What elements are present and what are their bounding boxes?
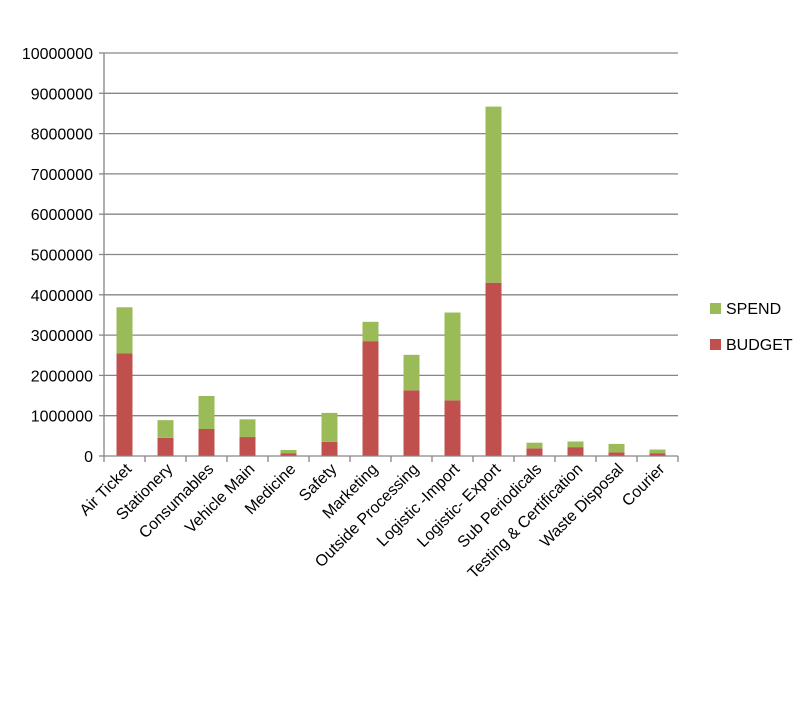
- axes: [99, 52, 679, 462]
- bar-budget: [608, 452, 625, 456]
- y-tick-label: 1000000: [31, 409, 93, 426]
- y-tick-label: 0: [84, 449, 93, 466]
- bar-spend: [280, 449, 297, 454]
- y-tick-label: 9000000: [31, 86, 93, 103]
- bar-budget: [321, 441, 338, 456]
- bar-spend: [444, 312, 461, 401]
- bar-spend: [239, 419, 256, 438]
- bar-budget: [239, 437, 256, 456]
- bar-spend: [567, 441, 584, 448]
- legend-label-spend: SPEND: [726, 301, 781, 318]
- x-tick-label: Courier: [619, 460, 669, 510]
- bar-budget: [362, 341, 379, 456]
- bar-budget: [567, 447, 584, 456]
- y-tick-labels: 0 1000000 2000000 3000000 4000000 5000000 6000…: [22, 46, 93, 466]
- bar-spend: [608, 443, 625, 453]
- bar-spend: [157, 420, 174, 438]
- bar-budget: [116, 353, 133, 456]
- legend: SPEND BUDGET: [710, 301, 793, 354]
- bar-spend: [526, 442, 543, 449]
- y-tick-label: 6000000: [31, 207, 93, 224]
- legend-label-budget: BUDGET: [726, 337, 793, 354]
- bar-budget: [649, 453, 666, 456]
- bar-spend: [403, 354, 420, 391]
- y-tick-label: 10000000: [22, 46, 93, 63]
- bar-budget: [198, 428, 215, 456]
- y-tick-label: 2000000: [31, 368, 93, 385]
- bar-spend: [649, 449, 666, 454]
- bar-spend: [321, 412, 338, 442]
- bar-budget: [157, 437, 174, 456]
- y-tick-label: 8000000: [31, 127, 93, 144]
- bar-budget: [403, 390, 420, 456]
- bar-budget: [485, 282, 502, 456]
- gridlines: [104, 52, 678, 417]
- bar-spend: [198, 395, 215, 429]
- y-tick-label: 7000000: [31, 167, 93, 184]
- bar-budget: [280, 453, 297, 456]
- bar-spend: [116, 307, 133, 354]
- legend-swatch-budget: [710, 339, 721, 350]
- y-tick-label: 4000000: [31, 288, 93, 305]
- bar-budget: [526, 448, 543, 456]
- bar-spend: [362, 321, 379, 342]
- bar-budget: [444, 400, 461, 456]
- bar-spend: [485, 106, 502, 283]
- y-tick-label: 3000000: [31, 328, 93, 345]
- bars: [116, 106, 666, 456]
- y-tick-label: 5000000: [31, 248, 93, 265]
- legend-swatch-spend: [710, 303, 721, 314]
